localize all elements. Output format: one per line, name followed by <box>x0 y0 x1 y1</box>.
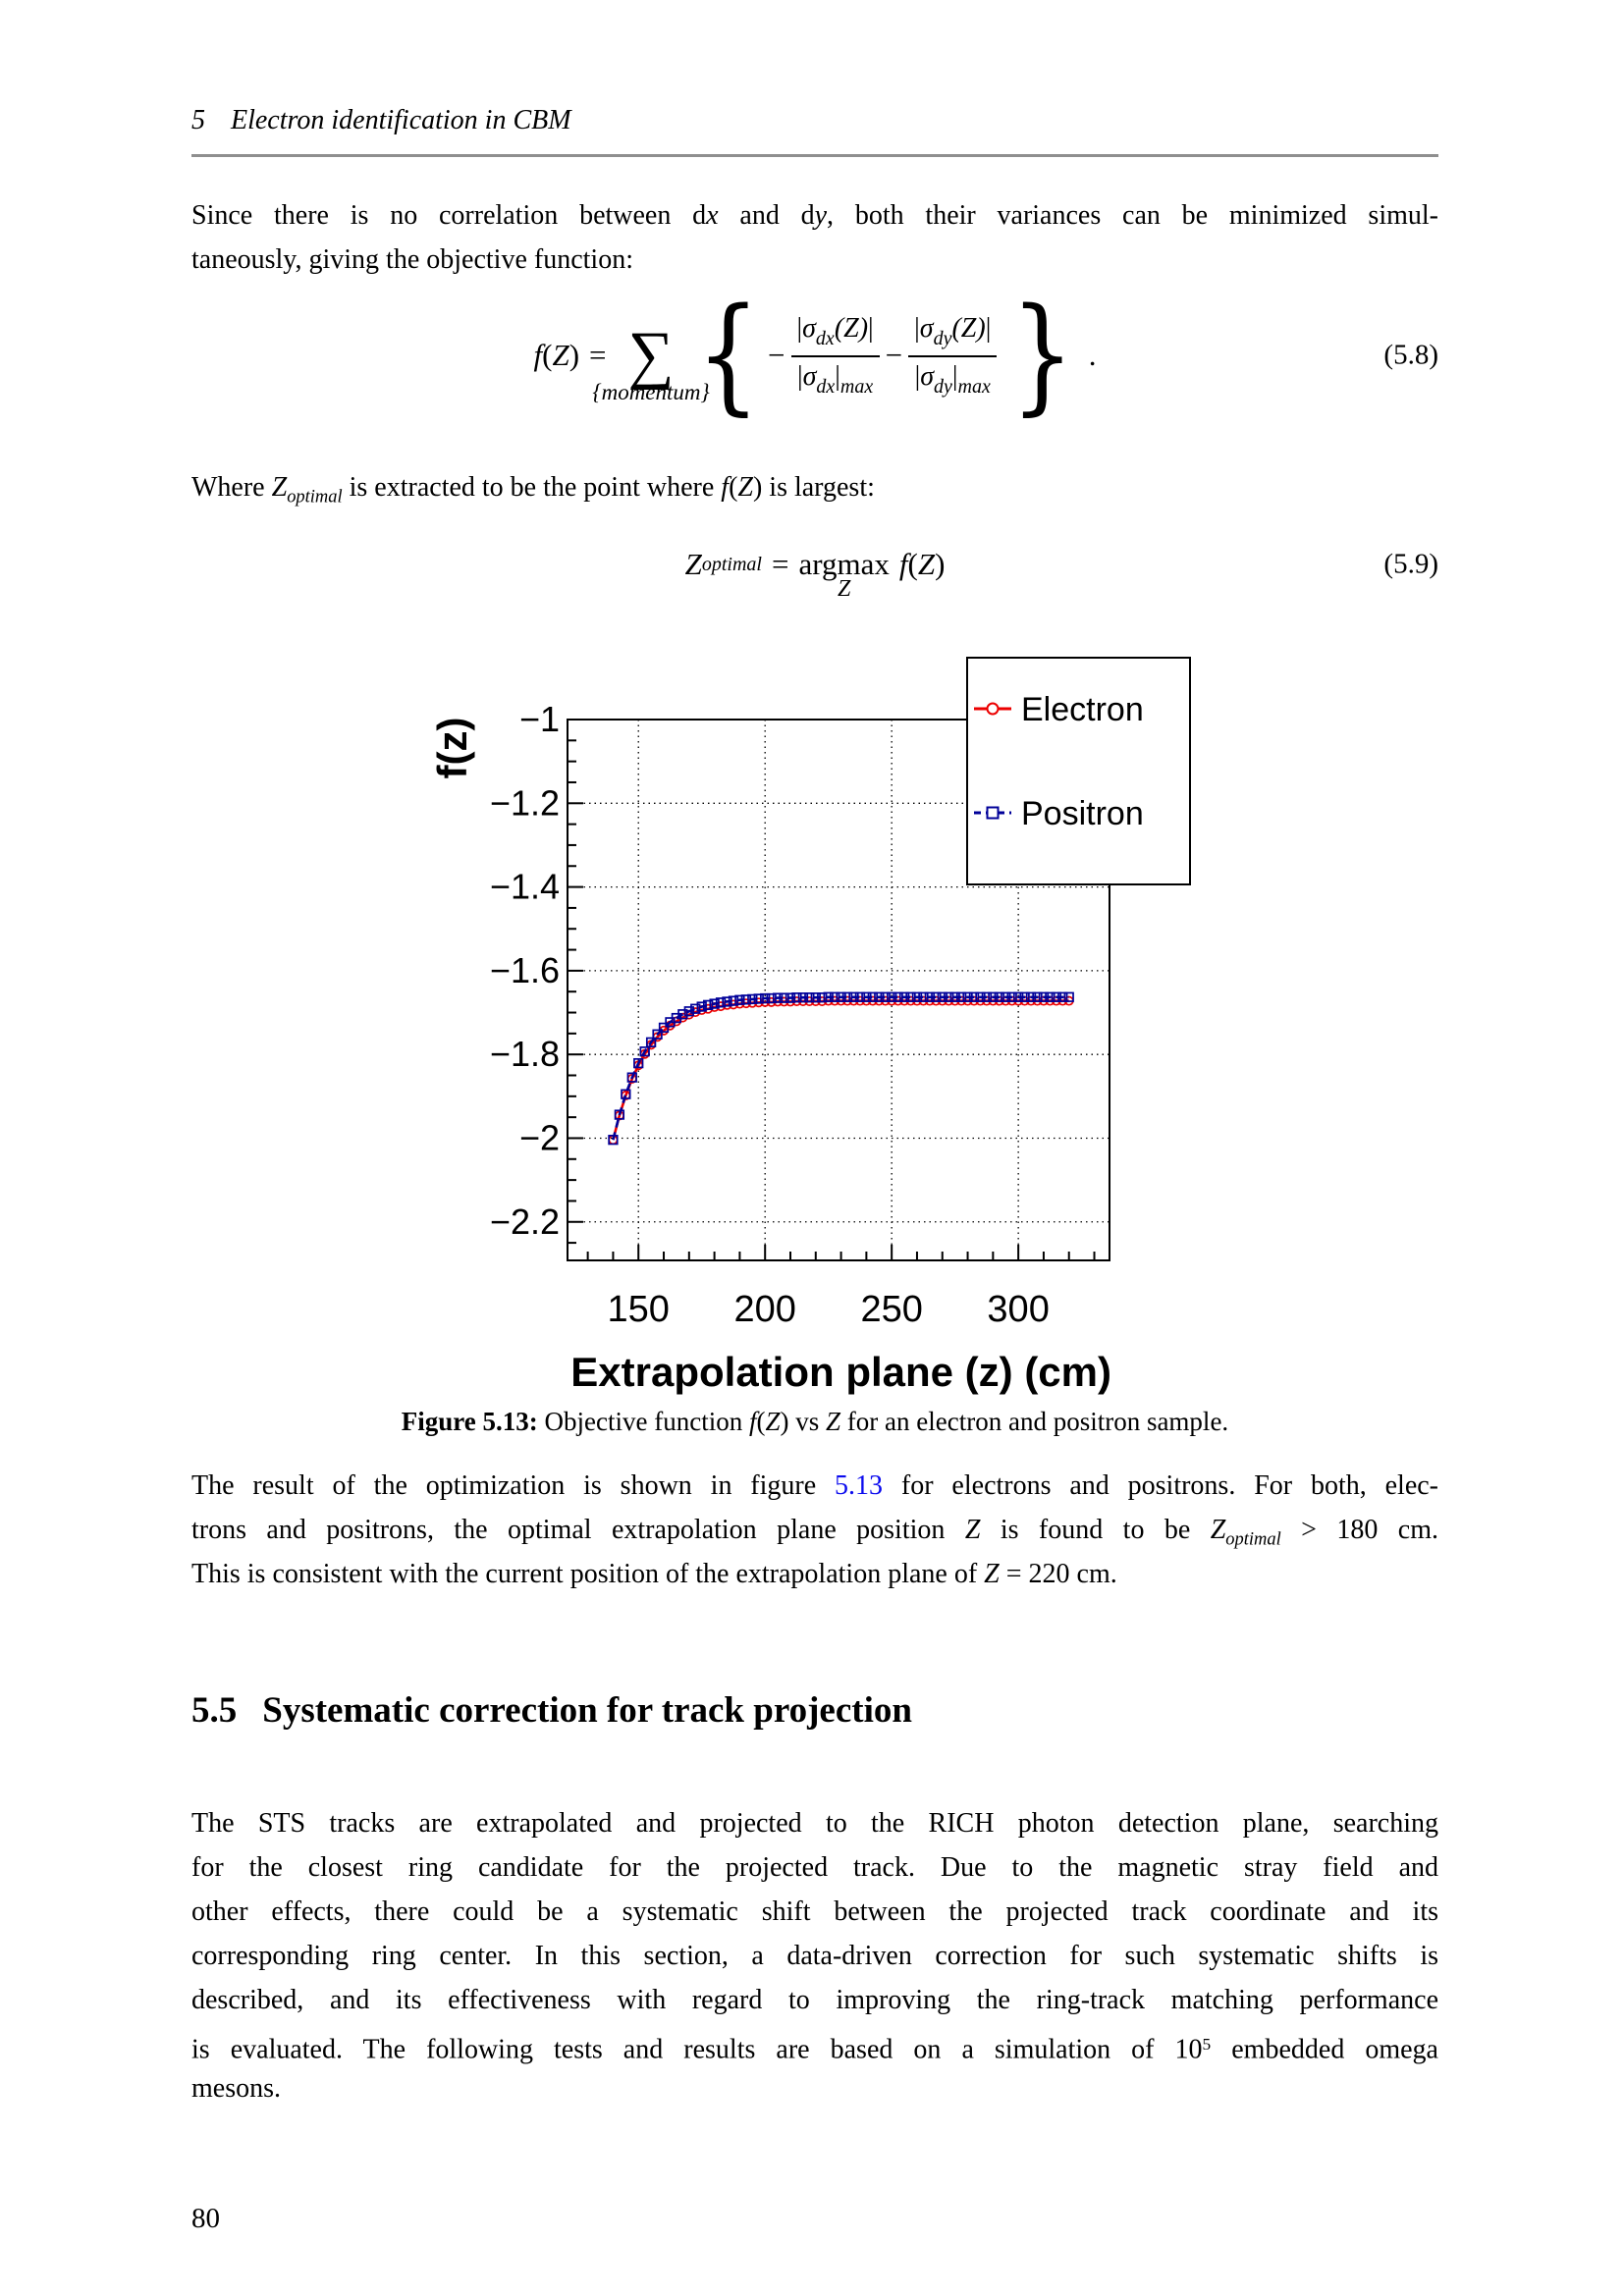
text-line: This is consistent with the current posi… <box>191 1559 1117 1589</box>
text-line: mesons. <box>191 2073 281 2104</box>
text-line: is evaluated. The following tests and re… <box>191 2034 1438 2065</box>
equation-number-59: (5.9) <box>1383 548 1438 580</box>
svg-text:−1.6: −1.6 <box>490 950 560 990</box>
text-line: Since there is no correlation between dx… <box>191 200 1438 231</box>
svg-text:−1.4: −1.4 <box>490 867 560 907</box>
chapter-running-head: 5 Electron identification in CBM <box>191 98 1438 142</box>
series <box>608 991 1074 1146</box>
argmax-under-z: Z <box>837 576 851 602</box>
text-line: Where Zoptimal is extracted to be the po… <box>191 472 875 507</box>
minus-sign: − <box>885 338 903 372</box>
paragraph-result: The result of the optimization is shown … <box>191 1464 1438 1596</box>
x-tick-labels: 150 200 250 300 <box>608 1289 1050 1330</box>
paragraph-where: Where Zoptimal is extracted to be the po… <box>191 465 1438 509</box>
figure-caption: Figure 5.13: Objective function f(Z) vs … <box>191 1402 1438 1441</box>
text-line: 5 Electron identification in CBM <box>191 105 571 135</box>
summation: ∑ {momentum} <box>592 323 709 405</box>
text-line: other effects, there could be a systemat… <box>191 1896 1438 1927</box>
trailing-period: . <box>1088 338 1097 372</box>
legend-label: Positron <box>1021 795 1144 832</box>
text-line: corresponding ring center. In this secti… <box>191 1941 1438 1971</box>
eq58-lhs-f: f <box>533 338 543 372</box>
x-axis-title: Extrapolation plane (z) (cm) <box>570 1349 1111 1395</box>
text-line: trons and positrons, the optimal extrapo… <box>191 1515 1438 1549</box>
series-line-positron <box>612 995 1069 1141</box>
text-line: The result of the optimization is shown … <box>191 1470 1438 1501</box>
svg-text:−2.2: −2.2 <box>490 1201 560 1242</box>
svg-text:−1.8: −1.8 <box>490 1034 560 1074</box>
sum-symbol: ∑ <box>627 319 675 391</box>
axis-ticks <box>568 719 1096 1260</box>
fraction-dx: |σdx(Z)| |σdx|max <box>790 313 880 399</box>
text-line: 5.5 Systematic correction for track proje… <box>191 1690 912 1731</box>
svg-text:200: 200 <box>733 1289 795 1330</box>
series-markers-positron <box>608 991 1074 1146</box>
svg-text:−1.2: −1.2 <box>490 782 560 823</box>
grid <box>568 720 1110 1260</box>
eq58-equals: = <box>589 338 607 372</box>
page-number: 80 <box>191 2203 220 2234</box>
svg-text:−2: −2 <box>519 1117 560 1157</box>
y-tick-labels: −1 −1.2 −1.4 −1.6 −1.8 −2 −2.2 <box>490 699 560 1242</box>
equation-5-8: f(Z) = ∑ {momentum} { − |σdx(Z)| |σdx|ma… <box>533 282 1439 428</box>
minus-sign: − <box>768 338 785 372</box>
equation-number-58: (5.8) <box>1383 339 1438 371</box>
figure-5-13: 150 200 250 300 −1 −1.2 −1.4 −1.6 −1.8 −2 −2.2 Extr… <box>422 628 1219 1396</box>
y-axis-title: f(z) <box>429 718 475 779</box>
header-rule <box>191 154 1438 157</box>
text-line: for the closest ring candidate for the p… <box>191 1852 1438 1883</box>
paragraph-intro: Since there is no correlation between dx… <box>191 193 1438 282</box>
text-line: described, and its effectiveness with re… <box>191 1985 1438 2015</box>
paragraph-sts: The STS tracks are extrapolated and proj… <box>191 1801 1438 2110</box>
svg-text:300: 300 <box>987 1289 1049 1330</box>
figure-ref-link[interactable]: 5.13 <box>835 1470 884 1501</box>
svg-text:150: 150 <box>608 1289 670 1330</box>
svg-text:−1: −1 <box>519 699 560 739</box>
section-heading-5-5: 5.5 Systematic correction for track proje… <box>191 1686 1438 1735</box>
svg-text:250: 250 <box>860 1289 922 1330</box>
text-line: The STS tracks are extrapolated and proj… <box>191 1808 1438 1839</box>
legend-label: Electron <box>1021 691 1144 728</box>
figure-5-13-chart: 150 200 250 300 −1 −1.2 −1.4 −1.6 −1.8 −2 −2.2 Extr… <box>429 657 1191 1395</box>
fraction-dy: |σdy(Z)| |σdy|max <box>908 313 998 399</box>
chart-legend: Electron Positron <box>966 657 1191 885</box>
text-line: taneously, giving the objective function… <box>191 244 633 275</box>
sum-subscript: {momentum} <box>592 380 710 404</box>
text-line: Figure 5.13: Objective function f(Z) vs … <box>401 1407 1229 1436</box>
plot-frame <box>567 719 1110 1261</box>
argmax-operator: argmax Z <box>798 547 890 602</box>
